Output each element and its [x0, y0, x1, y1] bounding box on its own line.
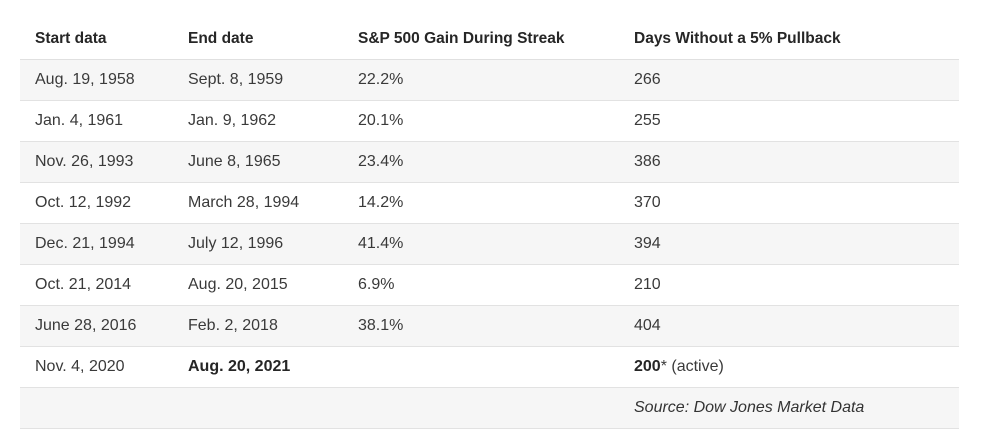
column-header-end-date: End date: [173, 20, 343, 60]
start-date-cell: Dec. 21, 1994: [20, 223, 173, 265]
gain-cell: [343, 346, 619, 388]
gain-cell: 38.1%: [343, 305, 619, 347]
source-row-spacer-cell: [20, 387, 173, 429]
table-body: Aug. 19, 1958 Sept. 8, 1959 22.2% 266 Ja…: [20, 59, 959, 429]
days-cell: 255: [619, 100, 959, 142]
pullback-streak-table: Start data End date S&P 500 Gain During …: [20, 20, 959, 429]
start-date-cell: Oct. 12, 1992: [20, 182, 173, 224]
days-cell: 394: [619, 223, 959, 265]
end-date-cell: July 12, 1996: [173, 223, 343, 265]
end-date-cell: Aug. 20, 2015: [173, 264, 343, 306]
table-row: June 28, 2016 Feb. 2, 2018 38.1% 404: [20, 305, 959, 347]
start-date-cell: Jan. 4, 1961: [20, 100, 173, 142]
source-row-spacer-cell: [173, 387, 343, 429]
gain-cell: 22.2%: [343, 59, 619, 101]
pullback-streak-table-container: Start data End date S&P 500 Gain During …: [20, 20, 959, 429]
days-cell: 210: [619, 264, 959, 306]
column-header-gain: S&P 500 Gain During Streak: [343, 20, 619, 60]
column-header-start-date: Start data: [20, 20, 173, 60]
table-row: Jan. 4, 1961 Jan. 9, 1962 20.1% 255: [20, 100, 959, 142]
end-date-cell: June 8, 1965: [173, 141, 343, 183]
table-header: Start data End date S&P 500 Gain During …: [20, 20, 959, 60]
gain-cell: 14.2%: [343, 182, 619, 224]
days-cell: 200* (active): [619, 346, 959, 388]
end-date-cell: Sept. 8, 1959: [173, 59, 343, 101]
source-row-spacer-cell: [343, 387, 619, 429]
table-row: Nov. 4, 2020 Aug. 20, 2021 200* (active): [20, 346, 959, 388]
start-date-cell: Nov. 4, 2020: [20, 346, 173, 388]
days-count-bold: 200: [634, 358, 661, 375]
days-cell: 404: [619, 305, 959, 347]
start-date-cell: Oct. 21, 2014: [20, 264, 173, 306]
column-header-days: Days Without a 5% Pullback: [619, 20, 959, 60]
gain-cell: 20.1%: [343, 100, 619, 142]
gain-cell: 41.4%: [343, 223, 619, 265]
gain-cell: 23.4%: [343, 141, 619, 183]
table-row: Oct. 12, 1992 March 28, 1994 14.2% 370: [20, 182, 959, 224]
table-row: Nov. 26, 1993 June 8, 1965 23.4% 386: [20, 141, 959, 183]
table-row: Dec. 21, 1994 July 12, 1996 41.4% 394: [20, 223, 959, 265]
start-date-cell: Nov. 26, 1993: [20, 141, 173, 183]
end-date-cell: Feb. 2, 2018: [173, 305, 343, 347]
start-date-cell: Aug. 19, 1958: [20, 59, 173, 101]
source-attribution: Source: Dow Jones Market Data: [619, 387, 959, 429]
end-date-cell: March 28, 1994: [173, 182, 343, 224]
start-date-cell: June 28, 2016: [20, 305, 173, 347]
source-row: Source: Dow Jones Market Data: [20, 387, 959, 429]
days-cell: 266: [619, 59, 959, 101]
header-row: Start data End date S&P 500 Gain During …: [20, 20, 959, 60]
days-cell: 386: [619, 141, 959, 183]
gain-cell: 6.9%: [343, 264, 619, 306]
table-row: Aug. 19, 1958 Sept. 8, 1959 22.2% 266: [20, 59, 959, 101]
end-date-cell: Aug. 20, 2021: [173, 346, 343, 388]
days-cell: 370: [619, 182, 959, 224]
end-date-cell: Jan. 9, 1962: [173, 100, 343, 142]
table-row: Oct. 21, 2014 Aug. 20, 2015 6.9% 210: [20, 264, 959, 306]
